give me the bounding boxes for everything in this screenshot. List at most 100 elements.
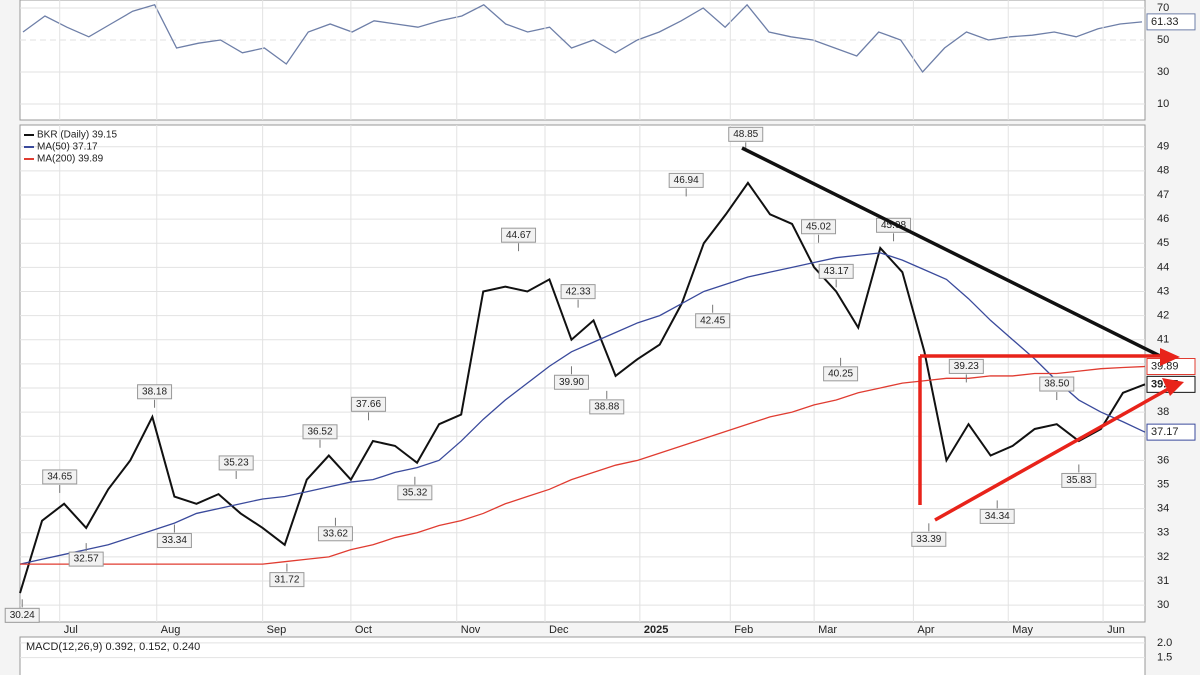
annotation-label: 35.23 xyxy=(224,458,249,469)
x-tick-label: Aug xyxy=(161,624,181,636)
annotation-label: 43.17 xyxy=(824,266,849,277)
annotation-label: 31.72 xyxy=(274,574,299,585)
trend-line xyxy=(741,146,1161,358)
annotation-box xyxy=(823,366,859,382)
series-line xyxy=(20,365,1146,565)
annotation-box xyxy=(42,469,78,485)
x-tick-label: 2025 xyxy=(644,624,668,636)
x-tick-label: Sep xyxy=(267,624,287,636)
y-tick-label: 43 xyxy=(1157,285,1169,297)
x-tick-label: Jul xyxy=(64,624,78,636)
y-tick-label: 70 xyxy=(1157,2,1169,14)
macd-title: MACD(12,26,9) 0.392, 0.152, 0.240 xyxy=(26,641,200,653)
annotation-label: 38.50 xyxy=(1044,379,1069,390)
annotation-label: 35.32 xyxy=(402,487,427,498)
annotation-label: 38.88 xyxy=(594,402,619,413)
annotation-box xyxy=(156,533,192,549)
annotation-label: 38.18 xyxy=(142,386,167,397)
annotation-label: 33.39 xyxy=(916,534,941,545)
value-box-label: 37.17 xyxy=(1151,426,1179,438)
value-box-label: 61.33 xyxy=(1151,16,1179,28)
legend-label: MA(50) 37.17 xyxy=(37,142,98,153)
y-tick-label: 45 xyxy=(1157,237,1169,249)
value-box-label: 39.89 xyxy=(1151,360,1179,372)
y-tick-label: 50 xyxy=(1157,34,1169,46)
y-tick-label: 41 xyxy=(1157,334,1169,346)
annotation-box xyxy=(1061,472,1097,488)
y-tick-label: 10 xyxy=(1157,98,1169,110)
annotation-box xyxy=(911,531,947,547)
annotation-label: 48.85 xyxy=(733,129,758,140)
x-tick-label: Jun xyxy=(1107,624,1125,636)
x-tick-label: Dec xyxy=(549,624,569,636)
x-tick-label: Feb xyxy=(734,624,753,636)
annotation-box xyxy=(351,396,387,412)
annotation-box xyxy=(317,526,353,542)
annotation-box xyxy=(397,485,433,501)
annotation-box xyxy=(302,424,338,440)
y-tick-label: 48 xyxy=(1157,165,1169,177)
annotation-label: 33.62 xyxy=(323,528,348,539)
y-tick-label: 36 xyxy=(1157,454,1169,466)
annotation-box xyxy=(269,572,305,588)
y-tick-label: 35 xyxy=(1157,478,1169,490)
annotation-label: 42.33 xyxy=(566,286,591,297)
y-tick-label: 42 xyxy=(1157,310,1169,322)
x-tick-label: Mar xyxy=(818,624,837,636)
annotation-label: 30.24 xyxy=(10,610,35,621)
annotation-box xyxy=(68,551,104,567)
y-tick-label: 44 xyxy=(1157,261,1169,273)
legend-label: MA(200) 39.89 xyxy=(37,154,104,165)
annotation-box xyxy=(501,227,537,243)
annotation-label: 33.34 xyxy=(162,535,187,546)
y-tick-label: 38 xyxy=(1157,406,1169,418)
x-tick-label: Oct xyxy=(355,624,372,636)
annotation-label: 36.52 xyxy=(307,426,332,437)
y-tick-label: 47 xyxy=(1157,189,1169,201)
annotation-label: 44.67 xyxy=(506,230,531,241)
annotation-box xyxy=(979,508,1015,524)
annotation-label: 39.23 xyxy=(954,361,979,372)
trend-line xyxy=(934,386,1171,522)
annotation-box xyxy=(560,284,596,300)
annotation-box xyxy=(668,172,704,188)
annotation-box xyxy=(553,374,589,390)
x-tick-label: May xyxy=(1012,624,1033,636)
plot-layer: 1030507061.33303132333435363738394041424… xyxy=(4,0,1196,663)
annotation-label: 40.25 xyxy=(828,368,853,379)
annotation-box xyxy=(137,384,173,400)
annotation-box xyxy=(695,313,731,329)
y-tick-label: 2.0 xyxy=(1157,637,1172,649)
value-box xyxy=(1146,13,1196,31)
annotation-label: 34.34 xyxy=(985,511,1010,522)
annotation-box xyxy=(1039,376,1075,392)
annotation-box xyxy=(218,455,254,471)
series-line xyxy=(22,3,1143,74)
rsi-panel xyxy=(19,0,1146,121)
value-box xyxy=(1146,423,1196,441)
arrow-head xyxy=(1162,378,1184,396)
annotation-label: 32.57 xyxy=(74,554,99,565)
series-line xyxy=(19,252,1146,565)
annotation-box xyxy=(589,399,625,415)
annotation-box xyxy=(4,607,40,623)
y-tick-label: 49 xyxy=(1157,141,1169,153)
y-tick-label: 30 xyxy=(1157,599,1169,611)
annotation-label: 45.02 xyxy=(806,221,831,232)
x-tick-label: Apr xyxy=(917,624,934,636)
annotation-label: 34.65 xyxy=(47,472,72,483)
y-tick-label: 32 xyxy=(1157,551,1169,563)
series-line xyxy=(19,181,1146,594)
annotation-box xyxy=(801,219,837,235)
y-tick-label: 1.5 xyxy=(1157,651,1172,663)
annotation-label: 37.66 xyxy=(356,399,381,410)
legend-label: BKR (Daily) 39.15 xyxy=(37,130,117,141)
y-tick-label: 46 xyxy=(1157,213,1169,225)
annotation-box xyxy=(818,263,854,279)
arrow-head xyxy=(1160,348,1180,366)
y-tick-label: 31 xyxy=(1157,575,1169,587)
annotation-label: 35.83 xyxy=(1066,475,1091,486)
annotation-box xyxy=(728,126,764,142)
